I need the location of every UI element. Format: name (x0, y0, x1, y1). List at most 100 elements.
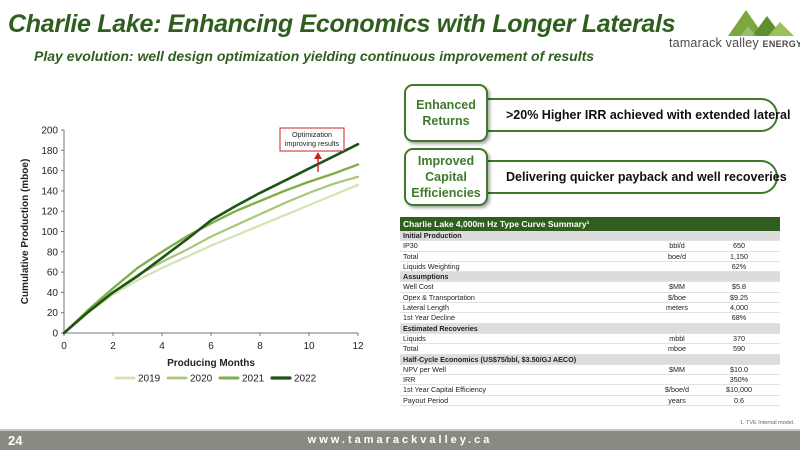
table-row: IRR 350% (400, 375, 780, 386)
logo-suffix: ENERGY (762, 39, 800, 49)
table-row: NPV per Well $MM $10.0 (400, 364, 780, 376)
table-cell-label: 1st Year Decline (403, 313, 455, 323)
x-tick-label: 6 (208, 341, 214, 352)
x-tick-label: 12 (352, 341, 364, 352)
table-row: 1st Year Capital Efficiency $/boe/d $10,00… (400, 385, 780, 396)
annotation-box (279, 127, 345, 152)
legend-label-2021: 2021 (242, 374, 265, 385)
table-section-header: Initial Production (400, 231, 780, 242)
callout-enhanced-returns: >20% Higher IRR achieved with extended l… (404, 84, 790, 142)
table-cell-label: 1st Year Capital Efficiency (403, 385, 486, 395)
callout-badge-label: Enhanced Returns (416, 98, 476, 128)
y-tick-label: 180 (41, 146, 58, 157)
y-tick-label: 100 (41, 227, 58, 238)
table-cell-value: 1,150 (730, 251, 748, 261)
table-cell-unit: $/boe (668, 292, 686, 302)
table-cell-unit: mbbl (669, 333, 685, 343)
annotation-arrow-head (314, 152, 322, 159)
table-cell-unit: $MM (669, 364, 685, 374)
logo-wordmark: tamarack valley ENERGY (669, 36, 800, 50)
table-cell-label: IP30 (403, 241, 418, 251)
website-link[interactable]: www.tamarackvalley.ca (307, 434, 493, 446)
footer-bar: 24 www.tamarackvalley.ca (0, 429, 800, 450)
slide-subtitle: Play evolution: well design optimization… (34, 48, 595, 64)
table-cell-value: 370 (733, 333, 745, 343)
table-cell-value: 62% (731, 261, 747, 271)
table-row: Payout Period years 0.6 (400, 395, 780, 407)
callout-badge: Enhanced Returns (404, 84, 488, 142)
series-line-2020 (62, 175, 360, 335)
legend-label-2019: 2019 (138, 374, 161, 385)
table-cell-unit: meters (666, 303, 688, 313)
table-cell-value: $10.0 (730, 364, 748, 374)
table-cell-label: Assumptions (403, 272, 449, 282)
table-row: Total boe/d 1,150 (400, 252, 780, 262)
table-section-header: Half-Cycle Economics (US$75/bbl, $3.50/G… (400, 354, 780, 365)
y-tick-label: 40 (47, 288, 59, 299)
table-cell-value: 650 (733, 241, 745, 251)
type-curve-summary-table: Charlie Lake 4,000m Hz Type Curve Summar… (400, 217, 780, 407)
table-cell-unit: mboe (668, 344, 686, 354)
table-cell-label: Estimated Recoveries (403, 323, 478, 333)
y-tick-label: 0 (52, 329, 58, 340)
table-row: Well Cost $MM $5.8 (400, 282, 780, 293)
table-row: Opex & Transportation $/boe $9.25 (400, 292, 780, 304)
y-tick-label: 200 (41, 126, 58, 137)
series-line-2021 (62, 163, 360, 335)
legend-label-2020: 2020 (190, 374, 213, 385)
x-tick-label: 0 (61, 341, 67, 352)
annotation-text: Optimization (292, 130, 332, 139)
logo-name: tamarack valley (669, 36, 759, 50)
table-row: Liquids Weighting 62% (400, 261, 780, 273)
table-cell-label: Liquids Weighting (403, 261, 460, 271)
series-line-2019 (62, 183, 360, 335)
table-cell-label: Total (403, 344, 419, 354)
table-cell-label: Half-Cycle Economics (US$75/bbl, $3.50/G… (403, 354, 577, 364)
cumulative-production-chart: 0 20 40 60 80 100 120 140 160 180 200 0 2 4 6 8 10 12 Prod… (20, 126, 364, 385)
legend-label-2022: 2022 (294, 374, 317, 385)
table-body: Initial Production IP30 bbl/d 650 Total boe/d… (400, 231, 780, 407)
callout-text: >20% Higher IRR achieved with extended l… (506, 108, 791, 122)
table-cell-unit: $/boe/d (665, 385, 689, 395)
table-cell-value: 0.6 (734, 395, 744, 405)
series-line-2022 (62, 142, 360, 335)
callout-badge-label: Improved Capital Efficiencies (411, 154, 481, 200)
y-tick-label: 80 (47, 247, 59, 258)
x-tick-label: 8 (257, 341, 263, 352)
footnote: 1. TVE Internal model. (740, 420, 795, 426)
annotation-text: improving results (285, 139, 340, 148)
table-cell-label: Opex & Transportation (403, 292, 475, 302)
y-axis-title: Cumulative Production (mboe) (20, 159, 31, 305)
table-section-header: Estimated Recoveries (400, 323, 780, 334)
table-row: Total mboe 590 (400, 344, 780, 355)
table-title: Charlie Lake 4,000m Hz Type Curve Summar… (400, 217, 780, 231)
table-cell-value: 590 (733, 344, 745, 354)
table-cell-unit: years (668, 395, 686, 405)
table-cell-label: Initial Production (403, 231, 462, 240)
x-tick-label: 2 (110, 341, 116, 352)
x-tick-label: 4 (159, 341, 165, 352)
table-cell-label: Payout Period (403, 395, 449, 405)
table-cell-value: 68% (731, 313, 747, 323)
table-cell-value: $9.25 (730, 292, 748, 302)
callout-text: Delivering quicker payback and well reco… (506, 170, 787, 184)
table-row: Lateral Length meters 4,000 (400, 303, 780, 314)
x-axis-title: Producing Months (167, 358, 255, 369)
x-tick-label: 10 (303, 341, 315, 352)
table-cell-value: $5.8 (732, 282, 746, 292)
table-section-header: Assumptions (400, 272, 780, 283)
table-cell-label: NPV per Well (403, 364, 447, 374)
table-cell-value: 350% (729, 375, 749, 385)
table-cell-label: Lateral Length (403, 303, 449, 313)
callout-bar: >20% Higher IRR achieved with extended l… (484, 98, 790, 132)
table-cell-label: IRR (403, 375, 416, 385)
callout-bar: Delivering quicker payback and well reco… (484, 160, 787, 194)
table-cell-label: Well Cost (403, 282, 434, 292)
table-cell-value: 4,000 (730, 303, 748, 313)
table-cell-label: Liquids (403, 333, 426, 343)
table-row: IP30 bbl/d 650 (400, 241, 780, 252)
y-tick-label: 120 (41, 207, 58, 218)
y-tick-label: 60 (47, 268, 59, 279)
table-cell-unit: boe/d (668, 251, 686, 261)
y-tick-label: 20 (47, 308, 59, 319)
